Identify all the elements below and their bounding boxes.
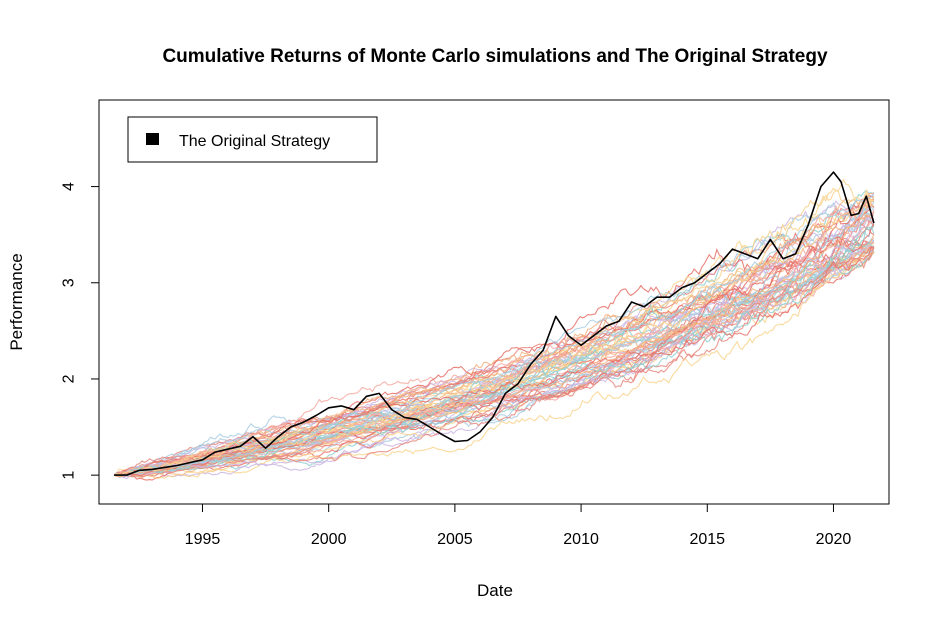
simulation-line (114, 200, 875, 479)
y-tick-label: 1 (61, 471, 78, 480)
x-tick-label: 2020 (816, 531, 852, 548)
original-strategy-line-group (114, 171, 875, 476)
simulation-line (114, 245, 875, 476)
simulation-line (113, 240, 875, 480)
legend-label-original-strategy: The Original Strategy (179, 133, 330, 150)
x-axis: 1995 2000 2005 2010 2015 2020 (185, 503, 852, 548)
simulation-line (113, 191, 875, 476)
x-tick-label: 1995 (185, 531, 221, 548)
chart-title: Cumulative Returns of Monte Carlo simula… (162, 46, 828, 67)
y-axis: 1 2 3 4 (61, 182, 100, 480)
x-tick-label: 2005 (437, 531, 473, 548)
simulation-lines (113, 178, 875, 481)
simulation-line (113, 202, 875, 476)
original-strategy-line (114, 171, 875, 476)
simulation-line (113, 213, 874, 476)
legend-box (127, 116, 378, 163)
simulation-line (113, 206, 875, 476)
y-tick-label: 2 (61, 374, 78, 383)
y-axis-label: Performance (7, 253, 26, 350)
simulation-line (114, 193, 875, 477)
y-tick-label: 4 (61, 182, 78, 191)
legend: The Original Strategy (127, 116, 378, 163)
x-axis-label: Date (477, 581, 513, 600)
x-tick-label: 2000 (311, 531, 347, 548)
simulation-line (113, 221, 875, 476)
y-tick-label: 3 (61, 278, 78, 287)
simulation-line (113, 241, 875, 476)
x-tick-label: 2015 (689, 531, 725, 548)
x-tick-label: 2010 (563, 531, 599, 548)
legend-swatch-original-strategy (146, 133, 159, 145)
